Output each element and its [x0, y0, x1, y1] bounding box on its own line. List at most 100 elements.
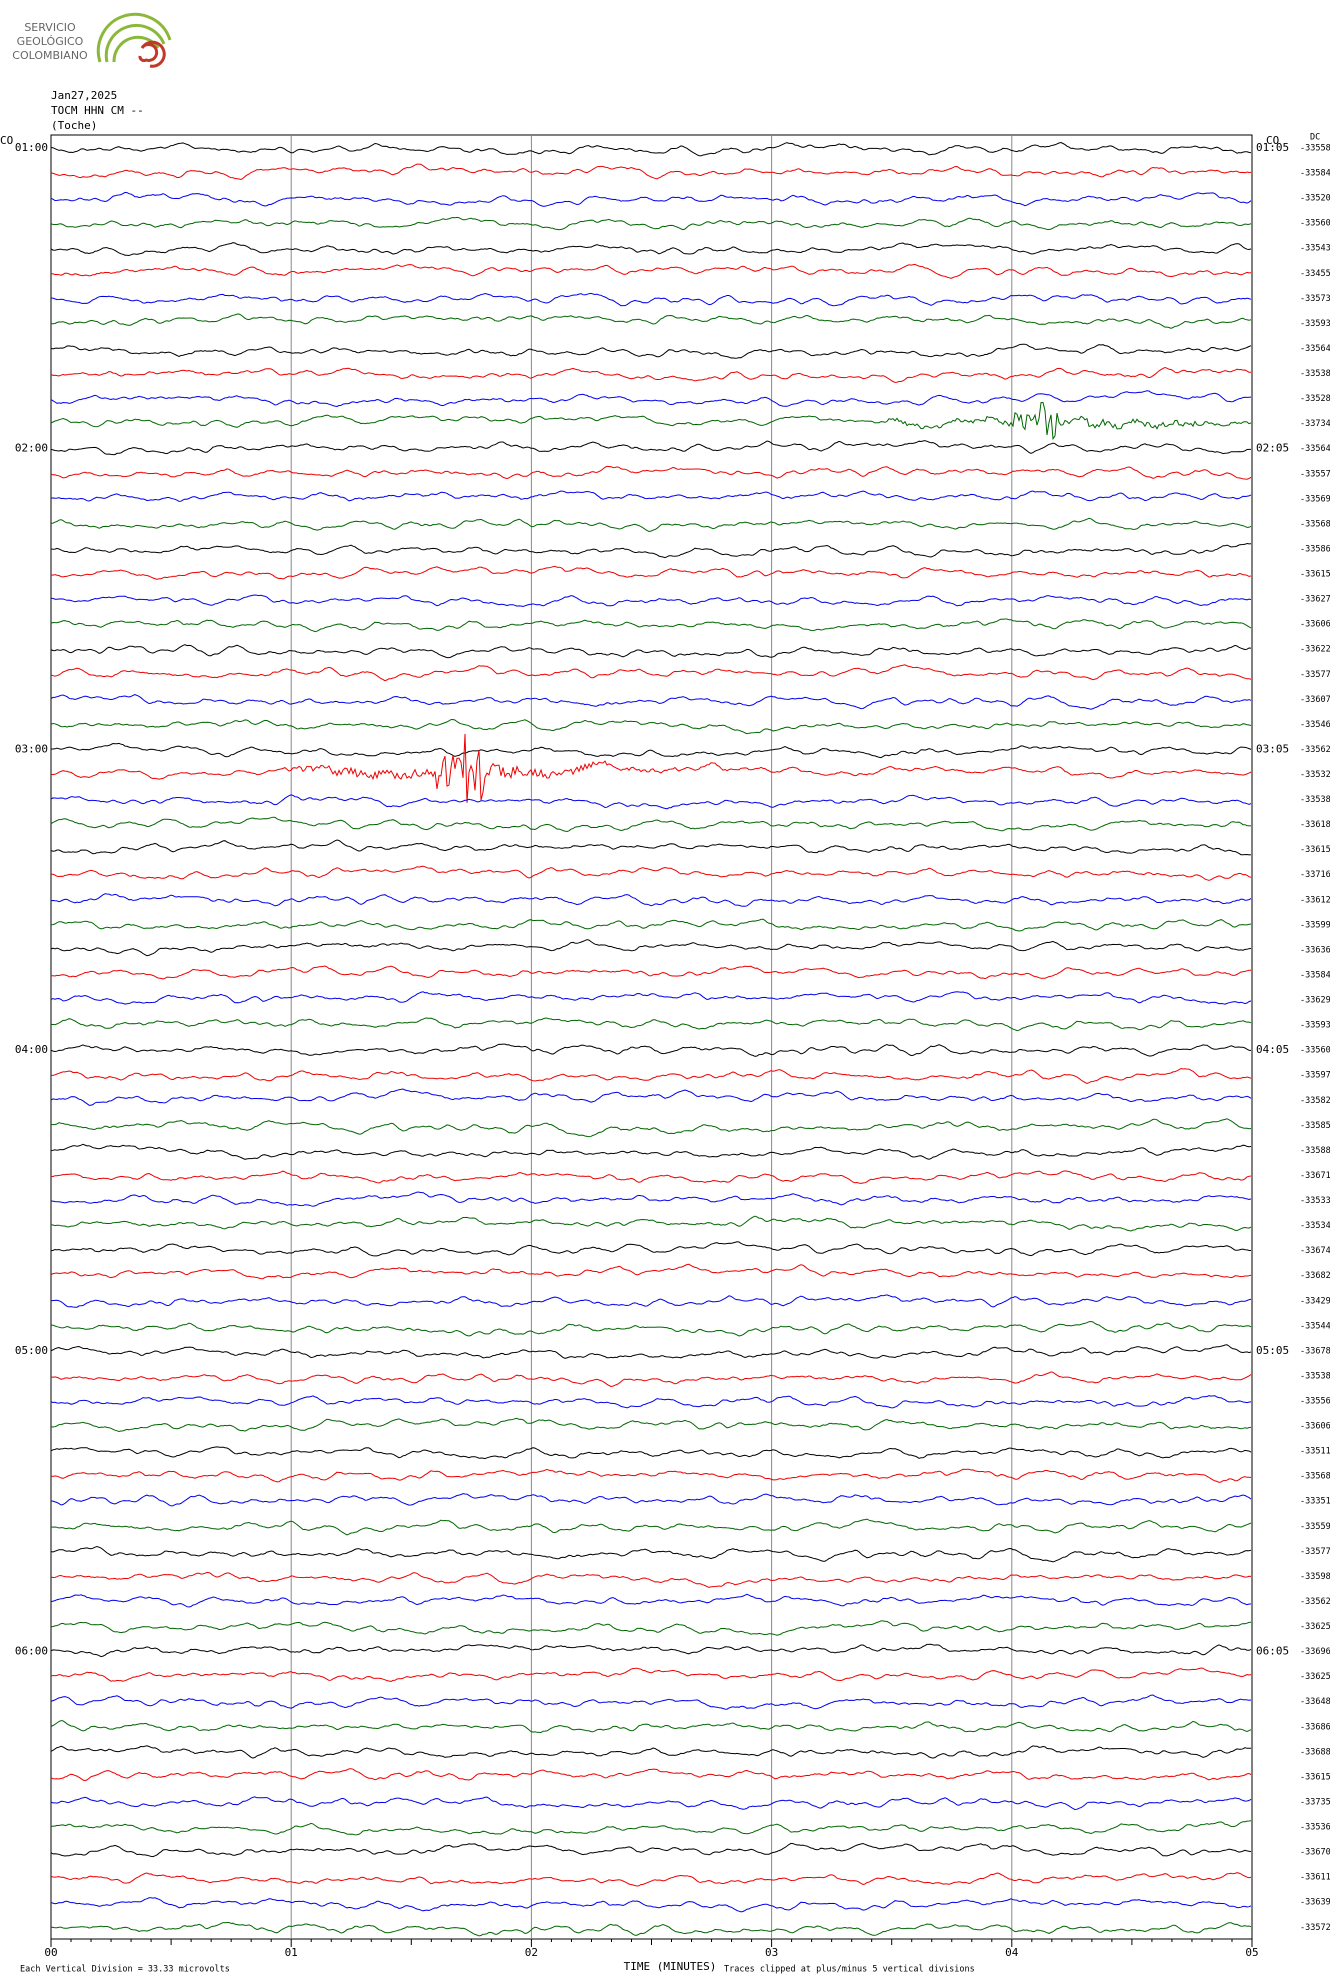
seismic-trace	[50, 1571, 1252, 1588]
trace-dc: -33696	[1300, 1647, 1330, 1657]
seismic-trace	[50, 893, 1252, 907]
trace-dc: -33569	[1300, 494, 1330, 504]
trace-dc: -33564	[1300, 344, 1330, 354]
trace-dc: -33528	[1300, 394, 1330, 404]
trace-dc: -33615	[1300, 570, 1330, 580]
seismic-trace	[50, 1043, 1252, 1057]
seismic-trace	[50, 865, 1252, 881]
seismic-trace	[50, 1191, 1252, 1207]
hour-label-left: 03:00	[15, 742, 48, 755]
seismic-trace	[50, 242, 1252, 257]
seismic-trace	[50, 490, 1252, 502]
trace-dc: -33615	[1300, 1772, 1330, 1782]
trace-dc: -33585	[1300, 1121, 1330, 1131]
seismic-trace	[50, 1694, 1252, 1710]
trace-dc: -33615	[1300, 845, 1330, 855]
trace-dc: -33625	[1300, 1672, 1330, 1682]
trace-dc: -33351	[1300, 1497, 1330, 1507]
trace-dc: -33671	[1300, 1171, 1330, 1181]
trace-dc: -33688	[1300, 1747, 1330, 1757]
seismic-trace	[50, 1118, 1252, 1138]
seismic-trace	[50, 1017, 1252, 1032]
trace-dc: -33599	[1300, 920, 1330, 930]
trace-dc: -33588	[1300, 1146, 1330, 1156]
seismic-trace	[50, 465, 1252, 480]
trace-dc: -33597	[1300, 1071, 1330, 1081]
trace-dc: -33562	[1300, 745, 1330, 755]
trace-dc: -33520	[1300, 194, 1330, 204]
trace-dc: -33538	[1300, 1371, 1330, 1381]
seismic-trace	[51, 1067, 1252, 1085]
seismic-trace	[50, 191, 1252, 207]
seismic-trace	[50, 1820, 1252, 1836]
seismic-trace	[51, 594, 1252, 608]
trace-dc: -33622	[1300, 645, 1330, 655]
trace-dc: -33559	[1300, 1522, 1330, 1532]
network-right: CO	[1266, 134, 1279, 147]
seismic-trace	[50, 141, 1252, 157]
trace-dc: -33538	[1300, 795, 1330, 805]
seismic-trace	[50, 718, 1252, 735]
seismic-trace	[50, 390, 1252, 408]
hour-label-left: 06:00	[15, 1645, 48, 1658]
trace-dc: -33546	[1300, 720, 1330, 730]
seismic-trace	[50, 733, 1252, 803]
trace-dc: -33593	[1300, 319, 1330, 329]
footer-clip: Traces clipped at plus/minus 5 vertical …	[724, 1965, 975, 1975]
seismic-trace	[50, 965, 1251, 980]
x-tick-label: 04	[1005, 1946, 1019, 1959]
hour-label-right: 06:05	[1256, 1645, 1289, 1658]
trace-dc: -33627	[1300, 595, 1330, 605]
trace-dc: -33564	[1300, 444, 1330, 454]
seismic-trace	[50, 1518, 1252, 1536]
trace-dc: -33560	[1300, 1046, 1330, 1056]
trace-dc: -33560	[1300, 219, 1330, 229]
seismic-trace	[50, 440, 1251, 456]
trace-dc: -33716	[1300, 870, 1330, 880]
trace-dc: -33568	[1300, 1472, 1330, 1482]
network-left: CO	[0, 134, 13, 147]
seismic-trace	[50, 991, 1252, 1005]
dc-header: DC	[1310, 133, 1320, 143]
seismic-trace	[50, 216, 1252, 231]
seismic-trace	[50, 1796, 1252, 1811]
seismic-trace	[50, 618, 1252, 633]
trace-dc: -33648	[1300, 1697, 1330, 1707]
seismic-trace	[50, 1263, 1252, 1280]
seismic-trace	[50, 1344, 1252, 1359]
seismic-trace	[50, 839, 1252, 856]
seismic-trace	[50, 1593, 1251, 1608]
hour-label-right: 05:05	[1256, 1344, 1289, 1357]
seismic-trace	[50, 816, 1252, 833]
trace-dc: -33618	[1300, 820, 1330, 830]
trace-dc: -33686	[1300, 1722, 1330, 1732]
x-tick-label: 03	[765, 1946, 778, 1959]
hour-label-left: 05:00	[15, 1344, 48, 1357]
trace-dc: -33532	[1300, 770, 1330, 780]
station: TOCM HHN CM --	[51, 104, 144, 117]
seismic-trace	[50, 1088, 1252, 1106]
seismic-trace	[50, 401, 1252, 441]
seismic-trace	[50, 163, 1252, 181]
seismic-trace	[51, 742, 1252, 759]
trace-dc: -33639	[1300, 1898, 1330, 1908]
trace-dc: -33678	[1300, 1346, 1330, 1356]
seismic-trace	[50, 1720, 1252, 1734]
seismic-trace	[50, 694, 1252, 710]
seismic-trace	[50, 1872, 1252, 1887]
seismic-trace	[50, 1371, 1252, 1388]
x-tick-label: 01	[285, 1946, 298, 1959]
seismic-trace	[50, 1493, 1252, 1507]
trace-dc: -33735	[1300, 1797, 1330, 1807]
trace-dc: -33455	[1300, 269, 1330, 279]
trace-dc: -33536	[1300, 1823, 1330, 1833]
trace-dc: -33636	[1300, 945, 1330, 955]
hour-label-right: 01:05	[1256, 141, 1289, 154]
trace-dc: -33607	[1300, 695, 1330, 705]
trace-dc: -33533	[1300, 1196, 1330, 1206]
footer-scale: Each Vertical Division = 33.33 microvolt…	[20, 1965, 230, 1975]
trace-dc: -33562	[1300, 1597, 1330, 1607]
trace-dc: -33556	[1300, 1397, 1330, 1407]
seismic-trace	[50, 1446, 1252, 1460]
trace-dc: -33577	[1300, 670, 1330, 680]
